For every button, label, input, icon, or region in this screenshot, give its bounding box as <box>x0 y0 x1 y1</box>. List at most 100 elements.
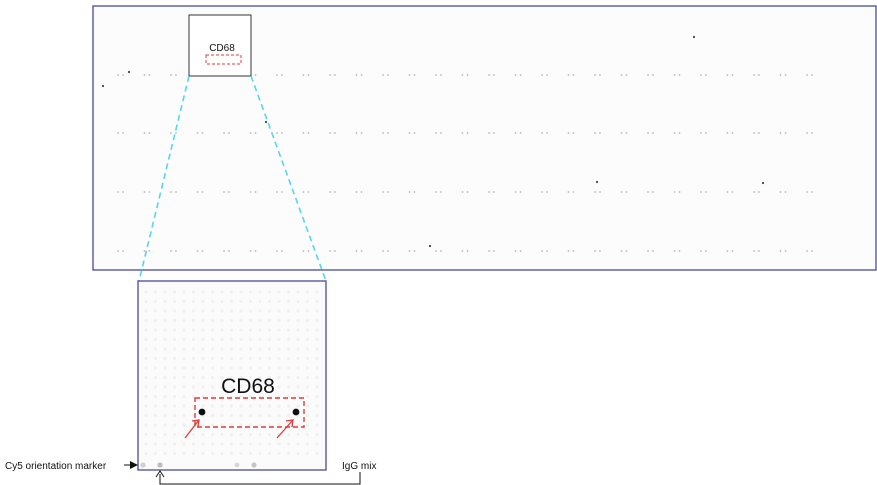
inset-grid-spot <box>172 423 177 427</box>
inset-grid-spot <box>144 423 148 427</box>
array-spot <box>170 250 172 252</box>
array-spot <box>387 74 389 76</box>
inset-grid-spot <box>267 328 272 332</box>
inset-grid-spot <box>277 423 281 427</box>
array-spot <box>117 74 119 76</box>
inset-grid-spot <box>229 442 234 446</box>
inset-grid-spot <box>286 290 291 294</box>
inset-grid-spot <box>220 385 224 389</box>
inset-grid-spot <box>210 413 215 418</box>
inset-grid-spot <box>153 451 158 456</box>
inset-grid-spot <box>248 375 253 380</box>
inset-grid-spot <box>267 413 272 418</box>
array-spot <box>784 74 787 76</box>
inset-grid-spot <box>277 451 281 456</box>
inset-grid-spot <box>239 290 243 294</box>
inset-grid-spot <box>153 394 158 399</box>
inset-grid-spot <box>229 404 234 408</box>
positive-spot-right <box>292 408 300 416</box>
inset-grid-spot <box>248 366 253 370</box>
zoom-connector-right <box>250 75 327 282</box>
inset-grid-spot <box>182 375 186 380</box>
array-spot <box>122 250 124 252</box>
inset-grid-spot <box>210 337 215 342</box>
inset-grid-spot <box>144 404 148 408</box>
inset-grid-spot <box>286 328 291 332</box>
inset-grid-spot <box>239 375 243 380</box>
inset-grid-spot <box>182 404 186 408</box>
array-spot <box>461 191 464 193</box>
array-spot <box>329 132 331 134</box>
inset-grid-spot <box>267 404 272 408</box>
array-spot <box>276 191 278 193</box>
inset-grid-spot <box>153 423 158 427</box>
inset-grid-spot <box>315 375 319 380</box>
zoom-inset-highlight-box <box>194 397 305 428</box>
inset-grid-spot <box>153 413 158 418</box>
inset-grid-spot <box>201 442 205 446</box>
array-spot <box>329 191 331 193</box>
array-spot <box>673 250 676 252</box>
inset-grid-spot <box>229 318 234 323</box>
array-spot <box>175 132 177 134</box>
inset-grid-spot <box>163 337 167 342</box>
inset-grid-spot <box>258 309 262 313</box>
array-speck <box>264 120 268 124</box>
array-spot <box>307 191 310 193</box>
array-spot <box>360 250 363 252</box>
array-spot <box>466 250 469 252</box>
array-spot <box>382 250 384 252</box>
array-spot <box>249 250 252 252</box>
array-spot <box>726 250 729 252</box>
inset-grid-spot <box>315 337 319 342</box>
inset-grid-spot <box>201 366 205 370</box>
inset-grid-spot <box>267 309 272 313</box>
array-spot <box>572 74 575 76</box>
inset-grid-spot <box>182 347 186 351</box>
inset-grid-spot <box>239 318 243 323</box>
array-spot <box>413 191 416 193</box>
inset-grid-spot <box>153 299 158 304</box>
array-spot <box>726 191 729 193</box>
inset-grid-spot <box>144 375 148 380</box>
igg-spot-1 <box>234 462 240 468</box>
array-spot <box>148 132 151 134</box>
inset-grid-spot <box>258 356 262 361</box>
inset-grid-spot <box>182 413 186 418</box>
inset-grid-spot <box>201 385 205 389</box>
array-spot <box>196 250 199 252</box>
inset-grid-spot <box>210 318 215 323</box>
inset-grid-spot <box>258 366 262 370</box>
inset-grid-spot <box>163 356 167 361</box>
array-spot <box>408 250 411 252</box>
array-spot <box>435 250 437 252</box>
array-spot <box>519 132 522 134</box>
inset-grid-spot <box>210 356 215 361</box>
inset-grid-spot <box>163 451 167 456</box>
inset-grid-spot <box>172 309 177 313</box>
inset-grid-spot <box>172 290 177 294</box>
array-spot <box>753 132 755 134</box>
inset-grid-spot <box>163 318 167 323</box>
inset-grid-spot <box>229 413 234 418</box>
array-spot <box>620 132 623 134</box>
inset-grid-spot <box>296 328 300 332</box>
inset-grid-spot <box>315 451 319 456</box>
array-spot <box>493 74 495 76</box>
inset-grid-spot <box>248 318 253 323</box>
inset-grid-spot <box>277 375 281 380</box>
igg-spot-2 <box>251 462 257 468</box>
inset-grid-spot <box>163 394 167 399</box>
inset-grid-spot <box>258 290 262 294</box>
inset-grid-spot <box>182 451 186 456</box>
array-spot <box>329 74 331 76</box>
array-spot <box>519 191 522 193</box>
array-spot <box>514 74 517 76</box>
inset-grid-spot <box>296 404 300 408</box>
inset-grid-spot <box>191 290 196 294</box>
inset-grid-spot <box>210 451 215 456</box>
array-spot <box>334 191 336 193</box>
inset-grid-spot <box>172 413 177 418</box>
array-spot <box>117 132 119 134</box>
inset-grid-spot <box>258 375 262 380</box>
